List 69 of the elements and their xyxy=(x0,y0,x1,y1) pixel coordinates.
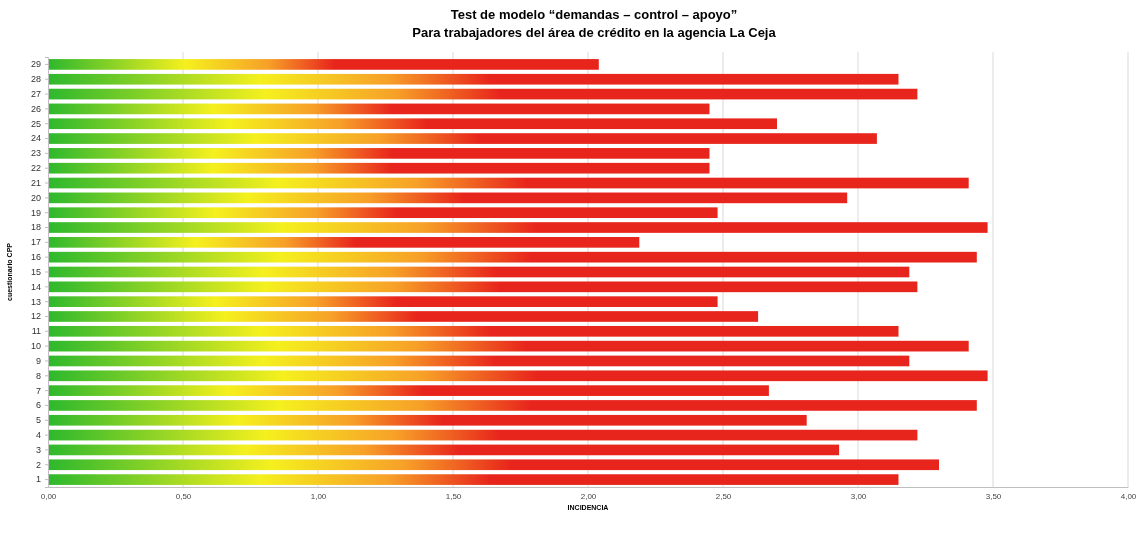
y-tick-label: 29 xyxy=(30,59,41,70)
y-tick-label: 24 xyxy=(30,133,41,144)
bar xyxy=(48,385,769,396)
bar xyxy=(48,459,939,471)
y-tick-label: 19 xyxy=(30,207,41,218)
bar xyxy=(48,88,918,100)
chart-title: Test de modelo “demandas – control – apoyo” xyxy=(450,7,738,22)
x-tick-label: 2,00 xyxy=(580,491,597,501)
bar xyxy=(48,281,918,293)
y-tick-label: 5 xyxy=(35,415,41,426)
y-tick-label: 1 xyxy=(35,474,41,485)
bar xyxy=(48,59,599,70)
bar xyxy=(48,400,977,411)
bar xyxy=(48,237,640,248)
y-tick-label: 11 xyxy=(31,326,41,337)
x-tick-label: 2,50 xyxy=(715,491,732,501)
bar xyxy=(48,148,710,159)
y-tick-label: 6 xyxy=(35,400,41,411)
y-tick-label: 8 xyxy=(35,370,41,381)
y-tick-label: 26 xyxy=(30,103,41,114)
y-tick-label: 16 xyxy=(30,252,41,263)
bar xyxy=(48,103,710,115)
bar xyxy=(48,355,910,367)
x-tick-label: 1,50 xyxy=(445,491,462,501)
y-tick-label: 15 xyxy=(30,266,41,277)
bar xyxy=(48,444,840,456)
bar xyxy=(48,192,848,204)
y-tick-label: 23 xyxy=(30,148,41,159)
y-tick-label: 2 xyxy=(35,459,41,470)
y-tick-label: 22 xyxy=(30,163,41,174)
bar xyxy=(48,133,877,144)
bar xyxy=(48,296,718,307)
y-tick-label: 21 xyxy=(30,177,41,188)
bar xyxy=(48,251,977,263)
bar xyxy=(48,311,759,322)
bar xyxy=(48,222,988,233)
y-tick-label: 17 xyxy=(30,237,41,248)
bar xyxy=(48,429,918,441)
y-tick-label: 18 xyxy=(30,222,41,233)
y-tick-label: 13 xyxy=(30,296,41,307)
y-tick-label: 7 xyxy=(35,385,41,396)
x-tick-label: 3,50 xyxy=(985,491,1002,501)
bar xyxy=(48,177,969,189)
x-tick-label: 4,00 xyxy=(1120,491,1137,501)
y-tick-label: 9 xyxy=(35,355,41,366)
bar xyxy=(48,118,777,130)
bar xyxy=(48,325,899,337)
bar xyxy=(48,340,969,352)
y-tick-label: 12 xyxy=(30,311,41,322)
y-tick-label: 20 xyxy=(30,192,41,203)
x-tick-label: 0,50 xyxy=(175,491,192,501)
x-tick-label: 3,00 xyxy=(850,491,867,501)
y-tick-label: 3 xyxy=(35,444,41,455)
bar xyxy=(48,474,899,485)
y-tick-label: 4 xyxy=(35,429,41,440)
y-tick-label: 25 xyxy=(30,118,41,129)
x-tick-label: 1,00 xyxy=(310,491,327,501)
bar xyxy=(48,73,899,85)
bar xyxy=(48,266,910,278)
y-tick-label: 28 xyxy=(30,74,41,85)
x-tick-label: 0,00 xyxy=(40,491,57,501)
y-tick-label: 14 xyxy=(30,281,41,292)
chart-subtitle: Para trabajadores del área de crédito en la agencia La Ceja xyxy=(412,25,777,40)
bar xyxy=(48,162,710,174)
bar xyxy=(48,207,718,219)
bar xyxy=(48,414,807,426)
y-tick-label: 27 xyxy=(30,88,41,99)
bar xyxy=(48,370,988,382)
y-tick-label: 10 xyxy=(30,341,41,352)
